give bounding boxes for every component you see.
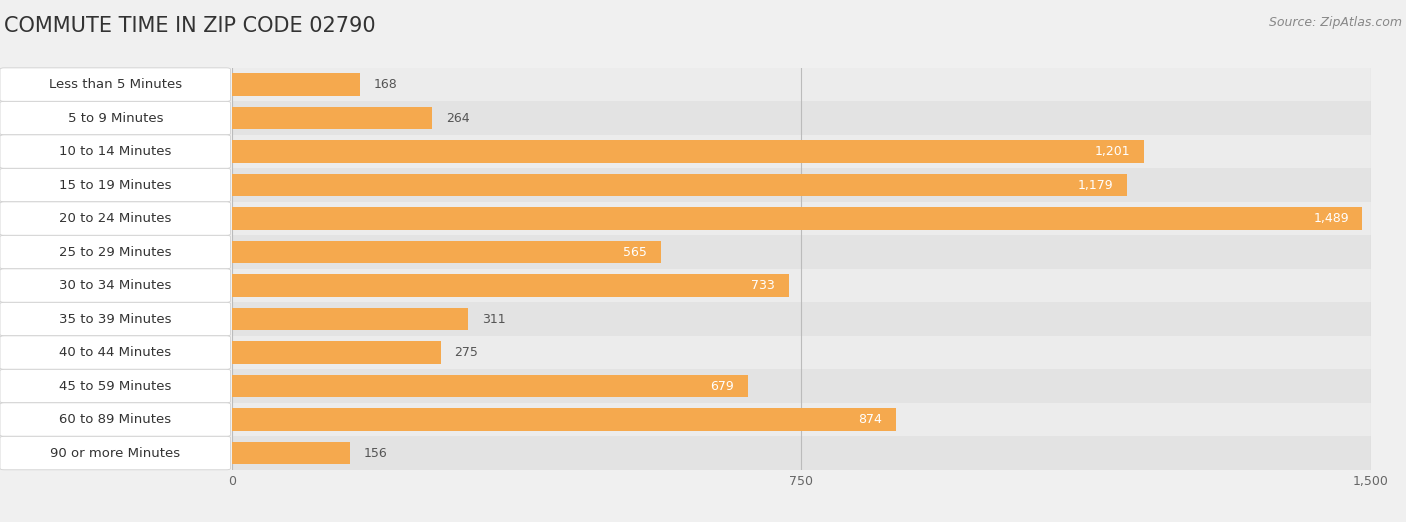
Text: 156: 156 [364,446,388,459]
Bar [232,241,661,264]
Text: 15 to 19 Minutes: 15 to 19 Minutes [59,179,172,192]
Text: 10 to 14 Minutes: 10 to 14 Minutes [59,145,172,158]
Text: 35 to 39 Minutes: 35 to 39 Minutes [59,313,172,326]
Text: 733: 733 [751,279,775,292]
Text: 1,489: 1,489 [1313,212,1348,225]
Bar [232,269,1371,302]
Text: Less than 5 Minutes: Less than 5 Minutes [49,78,181,91]
Bar [232,235,1371,269]
Text: 1,201: 1,201 [1094,145,1130,158]
Bar [232,140,1144,163]
Bar [232,442,350,465]
Text: 5 to 9 Minutes: 5 to 9 Minutes [67,112,163,125]
Text: 30 to 34 Minutes: 30 to 34 Minutes [59,279,172,292]
Bar [232,169,1371,202]
Bar [232,106,433,129]
Bar [232,101,1371,135]
Text: 1,179: 1,179 [1078,179,1114,192]
Bar [232,436,1371,470]
Bar [232,135,1371,169]
Text: 311: 311 [482,313,505,326]
Bar [232,302,1371,336]
Text: 275: 275 [454,346,478,359]
Bar [232,408,896,431]
Bar [232,274,789,297]
Bar [232,73,360,96]
Text: COMMUTE TIME IN ZIP CODE 02790: COMMUTE TIME IN ZIP CODE 02790 [4,16,375,35]
Text: 40 to 44 Minutes: 40 to 44 Minutes [59,346,172,359]
Text: 264: 264 [446,112,470,125]
Bar [232,202,1371,235]
Text: 60 to 89 Minutes: 60 to 89 Minutes [59,413,172,426]
Text: 874: 874 [858,413,882,426]
Text: 45 to 59 Minutes: 45 to 59 Minutes [59,379,172,393]
Bar [232,375,748,397]
Bar [232,307,468,330]
Text: 25 to 29 Minutes: 25 to 29 Minutes [59,245,172,258]
Text: 20 to 24 Minutes: 20 to 24 Minutes [59,212,172,225]
Bar [232,68,1371,101]
Bar [232,336,1371,370]
Text: 90 or more Minutes: 90 or more Minutes [51,446,180,459]
Text: Source: ZipAtlas.com: Source: ZipAtlas.com [1268,16,1402,29]
Bar [232,207,1362,230]
Bar [232,174,1128,196]
Bar [232,370,1371,403]
Text: 565: 565 [623,245,647,258]
Text: 168: 168 [373,78,396,91]
Text: 679: 679 [710,379,734,393]
Bar [232,341,441,364]
Bar [232,403,1371,436]
